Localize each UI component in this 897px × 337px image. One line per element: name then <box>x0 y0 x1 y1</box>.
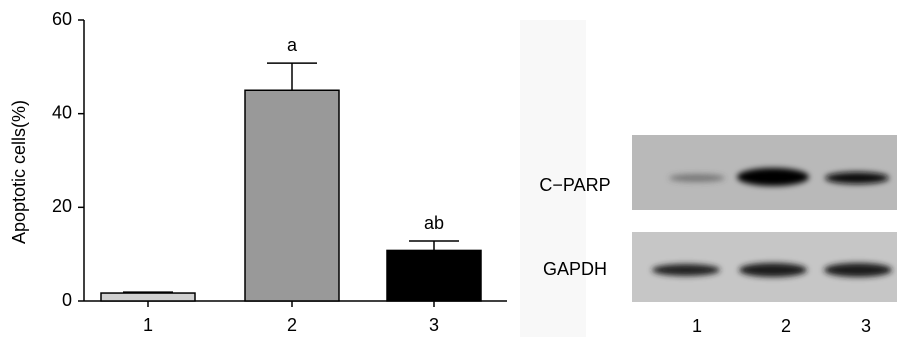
x-tick-label: 3 <box>429 315 439 335</box>
lane-label: 1 <box>692 316 702 336</box>
bar <box>387 250 481 301</box>
band <box>737 168 809 186</box>
bar <box>245 90 339 301</box>
band <box>652 264 720 276</box>
y-axis-label: Apoptotic cells(%) <box>9 100 29 244</box>
y-tick-label: 20 <box>52 196 72 216</box>
y-tick-label: 0 <box>62 290 72 310</box>
y-tick-label: 40 <box>52 102 72 122</box>
lane-label: 3 <box>861 316 871 336</box>
x-tick-label: 2 <box>287 315 297 335</box>
annotation: ab <box>424 213 444 233</box>
band <box>824 263 892 277</box>
band <box>669 174 725 182</box>
x-tick-label: 1 <box>143 315 153 335</box>
annotation: a <box>287 35 298 55</box>
blot-row-label: GAPDH <box>543 259 607 279</box>
y-tick-label: 60 <box>52 9 72 29</box>
lane-label: 2 <box>781 316 791 336</box>
band <box>739 263 807 277</box>
blot-row-label: C−PARP <box>539 175 610 195</box>
bar <box>101 293 195 301</box>
figure: Apoptotic cells(%) C−PARP GAPDH 1 2 3 0 2… <box>0 0 897 337</box>
band <box>825 172 889 184</box>
